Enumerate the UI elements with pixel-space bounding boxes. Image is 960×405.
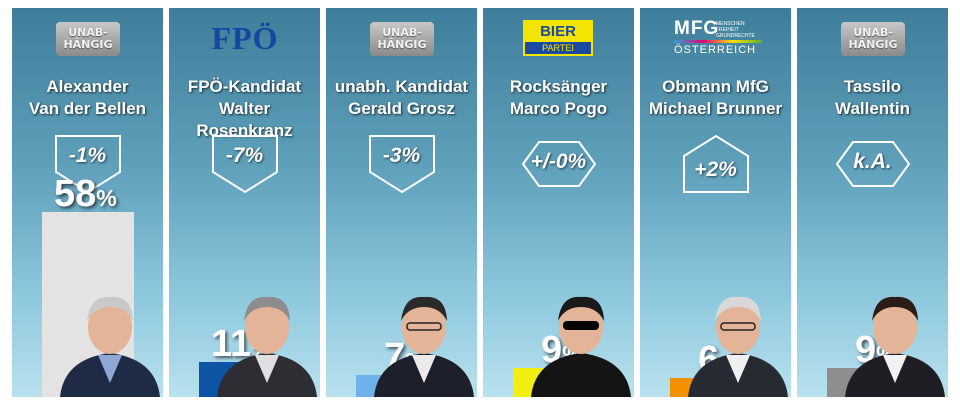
value-number: 58 — [54, 173, 97, 215]
trend-down-badge — [212, 135, 278, 194]
mfg-logo-small-line: MENSCHEN — [716, 21, 745, 27]
candidate-name-line1: Alexander — [46, 77, 129, 96]
unabhaengig-logo: UNAB- HÄNGIG — [841, 22, 905, 56]
candidate-name-line1: Rocksänger — [509, 77, 608, 96]
change-value: -3% — [382, 144, 421, 167]
candidate-name: Tassilo Wallentin — [797, 76, 948, 120]
change-value: -7% — [225, 144, 264, 167]
unab-logo-line1: UNAB- — [382, 26, 422, 39]
mfg-logo-small-line: GRUNDRECHTE — [716, 33, 755, 39]
change-badge: -3% — [326, 134, 477, 194]
unabhaengig-logo: UNAB- HÄNGIG — [370, 22, 434, 56]
candidate-photo — [217, 296, 317, 397]
change-value: -1% — [68, 144, 107, 167]
candidate-photo — [845, 296, 945, 397]
bier-logo-top: BIER — [525, 22, 591, 42]
unab-logo-line1: UNAB- — [853, 26, 893, 39]
fpo-logo: FPÖ — [211, 20, 279, 56]
candidate-name: Obmann MfG Michael Brunner — [640, 76, 791, 120]
bier-logo-bottom: PARTEI — [525, 42, 591, 54]
trend-down-badge — [55, 135, 121, 194]
trend-down-badge — [369, 135, 435, 194]
candidate-photo — [531, 296, 631, 397]
candidate-column: MFG MENSCHEN FREIHEIT GRUNDRECHTE ÖSTERREICH… — [640, 8, 791, 397]
mfg-logo: MFG MENSCHEN FREIHEIT GRUNDRECHTE ÖSTERREICH — [674, 18, 766, 58]
candidate-name-line2: Gerald Grosz — [348, 99, 455, 118]
change-badge: +/-0% — [483, 134, 634, 194]
candidate-column: BIER PARTEI Rocksänger Marco Pogo +/-0% 9% — [483, 8, 634, 397]
trend-neutral-badge — [521, 141, 597, 187]
candidate-name-line2: Van der Bellen — [28, 99, 147, 118]
mfg-logo-small-line: FREIHEIT — [716, 27, 739, 33]
candidate-column: UNAB- HÄNGIG Alexander Van der Bellen -1% 58% — [12, 8, 163, 397]
change-badge: +2% — [640, 134, 791, 194]
unab-logo-line2: HÄNGIG — [377, 38, 427, 51]
mfg-logo-small: MENSCHEN FREIHEIT GRUNDRECHTE — [716, 21, 755, 39]
candidate-photo — [60, 296, 160, 397]
candidate-name: unabh. Kandidat Gerald Grosz — [326, 76, 477, 120]
unab-logo-line2: HÄNGIG — [63, 38, 113, 51]
candidate-name-line2: Marco Pogo — [509, 99, 608, 118]
candidate-name: Rocksänger Marco Pogo — [483, 76, 634, 120]
candidate-name: Alexander Van der Bellen — [12, 76, 163, 120]
candidate-name: FPÖ-Kandidat Walter Rosenkranz — [169, 76, 320, 142]
candidate-column: UNAB- HÄNGIG Tassilo Wallentin k.A. 9% — [797, 8, 948, 397]
bier-partei-logo: BIER PARTEI — [523, 20, 593, 56]
change-value: +/-0% — [530, 150, 587, 173]
trend-up-badge — [683, 134, 749, 193]
value-number: 11 — [211, 323, 252, 365]
value-percent: % — [96, 185, 117, 211]
mfg-logo-sub: ÖSTERREICH — [674, 44, 757, 56]
mfg-logo-stripe — [674, 40, 762, 43]
unabhaengig-logo: UNAB- HÄNGIG — [56, 22, 120, 56]
candidate-name-line2: Michael Brunner — [648, 99, 783, 118]
change-badge: k.A. — [797, 134, 948, 194]
candidate-photo — [688, 296, 788, 397]
unab-logo-line2: HÄNGIG — [848, 38, 898, 51]
change-value: k.A. — [853, 150, 892, 173]
candidate-column: UNAB- HÄNGIG unabh. Kandidat Gerald Grosz -3… — [326, 8, 477, 397]
unab-logo-line1: UNAB- — [68, 26, 108, 39]
change-badge: -7% — [169, 134, 320, 194]
candidate-name-line1: FPÖ-Kandidat — [187, 77, 302, 96]
mfg-logo-big: MFG — [674, 18, 720, 39]
candidate-name-line2: Wallentin — [835, 99, 910, 118]
trend-neutral-badge — [835, 141, 911, 187]
candidate-photo — [374, 296, 474, 397]
value-label: 58% — [54, 173, 117, 216]
change-value: +2% — [694, 158, 737, 181]
candidate-name-line1: Tassilo — [843, 77, 902, 96]
change-badge: -1% — [12, 134, 163, 194]
candidate-name-line1: Obmann MfG — [662, 77, 769, 96]
candidate-name-line1: unabh. Kandidat — [334, 77, 469, 96]
